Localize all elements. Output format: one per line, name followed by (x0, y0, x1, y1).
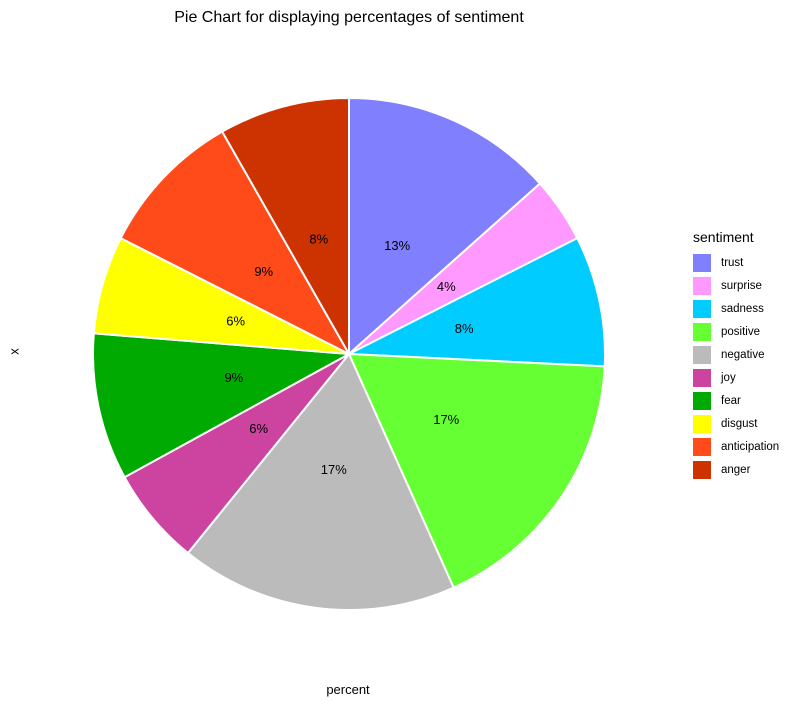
legend-swatch (693, 460, 711, 479)
legend-swatch (693, 299, 711, 318)
legend-swatch (693, 391, 711, 410)
pie-slice-positive (347, 352, 606, 589)
legend-label: joy (721, 371, 736, 384)
legend-label: trust (721, 256, 744, 269)
legend-label: negative (721, 348, 765, 361)
legend-swatch (693, 276, 711, 295)
slice-label-anger: 8% (309, 232, 328, 247)
legend-item-fear: fear (693, 389, 779, 412)
slice-label-surprise: 4% (437, 279, 456, 294)
legend-item-disgust: disgust (693, 412, 779, 435)
pie-slice-anger (220, 96, 350, 358)
chart-title: Pie Chart for displaying percentages of … (174, 9, 524, 26)
legend-title: sentiment (693, 229, 754, 245)
slice-label-disgust: 6% (226, 313, 245, 328)
pie-slice-negative (186, 352, 455, 611)
legend-swatch (693, 322, 711, 341)
legend-swatch (693, 368, 711, 387)
legend-item-sadness: sadness (693, 297, 779, 320)
legend-swatch (693, 345, 711, 364)
legend-item-joy: joy (693, 366, 779, 389)
slice-label-fear: 9% (224, 370, 243, 385)
pie-slice-anticipation (119, 130, 352, 357)
legend-item-negative: negative (693, 343, 779, 366)
pie-slice-trust (348, 96, 542, 357)
legend-label: fear (721, 394, 741, 407)
legend-label: sadness (721, 302, 764, 315)
pie-chart: 13% 4% 8% 17% 17% 6% 9% 6% 9% 8% (92, 96, 606, 611)
legend-item-trust: trust (693, 251, 779, 274)
legend-label: anticipation (721, 440, 780, 453)
legend-label: surprise (721, 279, 762, 292)
slice-label-trust: 13% (384, 238, 410, 253)
legend-swatch (693, 437, 711, 456)
slice-label-joy: 6% (249, 421, 268, 436)
slice-label-sadness: 8% (455, 321, 474, 336)
legend-swatch (693, 253, 711, 272)
pie-slice-sadness (345, 236, 606, 368)
slice-label-negative: 17% (321, 462, 347, 477)
legend-item-anger: anger (693, 458, 779, 481)
legend-swatch (693, 414, 711, 433)
pie-slice-fear (92, 332, 353, 479)
legend-item-anticipation: anticipation (693, 435, 779, 458)
legend-label: anger (721, 463, 751, 476)
legend: sentiment trust surprise sadness positive ne… (693, 229, 779, 481)
slice-label-anticipation: 9% (254, 264, 273, 279)
legend-item-positive: positive (693, 320, 779, 343)
legend-label: positive (721, 325, 760, 338)
slice-label-positive: 17% (433, 412, 459, 427)
legend-label: disgust (721, 417, 758, 430)
legend-item-surprise: surprise (693, 274, 779, 297)
x-axis-label: percent (326, 682, 370, 697)
